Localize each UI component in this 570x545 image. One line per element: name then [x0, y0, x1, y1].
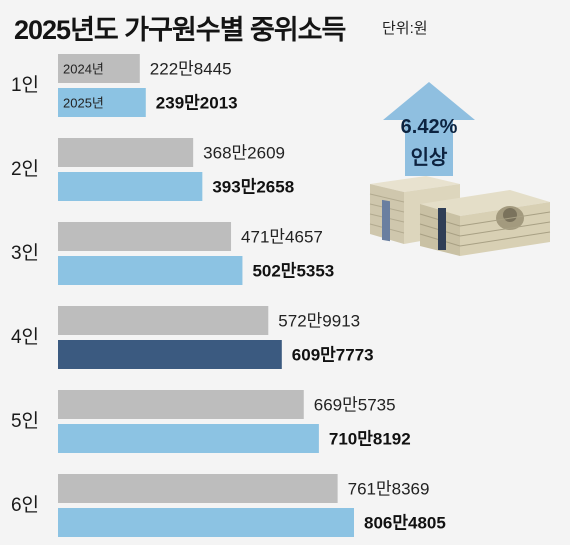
unit-label: 단위:원 [382, 20, 428, 37]
legend-entry: 2025년 [63, 96, 104, 111]
category-label: 1인 [11, 74, 39, 96]
category-label: 2인 [11, 158, 39, 180]
increase-arrow-icon [383, 82, 475, 176]
data-label: 806만4805 [364, 514, 446, 533]
bar-2024 [58, 138, 194, 167]
data-label: 669만5735 [314, 396, 396, 415]
data-label: 572만9913 [278, 312, 360, 331]
increase-word: 인상 [410, 147, 448, 169]
data-label: 393만2658 [212, 178, 294, 197]
category-label: 6인 [11, 494, 39, 516]
legend-entry: 2024년 [63, 62, 104, 77]
chart-title: 2025년도 가구원수별 중위소득 [14, 15, 346, 45]
category-label: 3인 [11, 242, 39, 264]
bar-2025 [58, 88, 146, 117]
bar-2024 [58, 306, 269, 335]
bar-2025 [58, 508, 354, 537]
data-label: 710만8192 [329, 430, 411, 449]
bar-2025 [58, 340, 282, 369]
bar-2024 [58, 54, 140, 83]
bar-2025 [58, 424, 319, 453]
data-label: 239만2013 [156, 94, 238, 113]
data-label: 761만8369 [348, 480, 430, 499]
data-label: 609만7773 [292, 346, 374, 365]
category-label: 5인 [11, 410, 39, 432]
bar-2024 [58, 474, 338, 503]
data-label: 471만4657 [241, 228, 323, 247]
bar-2024 [58, 390, 304, 419]
category-label: 4인 [11, 326, 39, 348]
data-label: 502만5353 [252, 262, 334, 281]
bar-2024 [58, 222, 232, 251]
cash-stacks-icon [369, 176, 551, 256]
bar-2025 [58, 172, 203, 201]
data-label: 222만8445 [150, 60, 232, 79]
data-label: 368만2609 [203, 144, 285, 163]
bar-2025 [58, 256, 243, 285]
increase-percent: 6.42% [400, 116, 458, 138]
